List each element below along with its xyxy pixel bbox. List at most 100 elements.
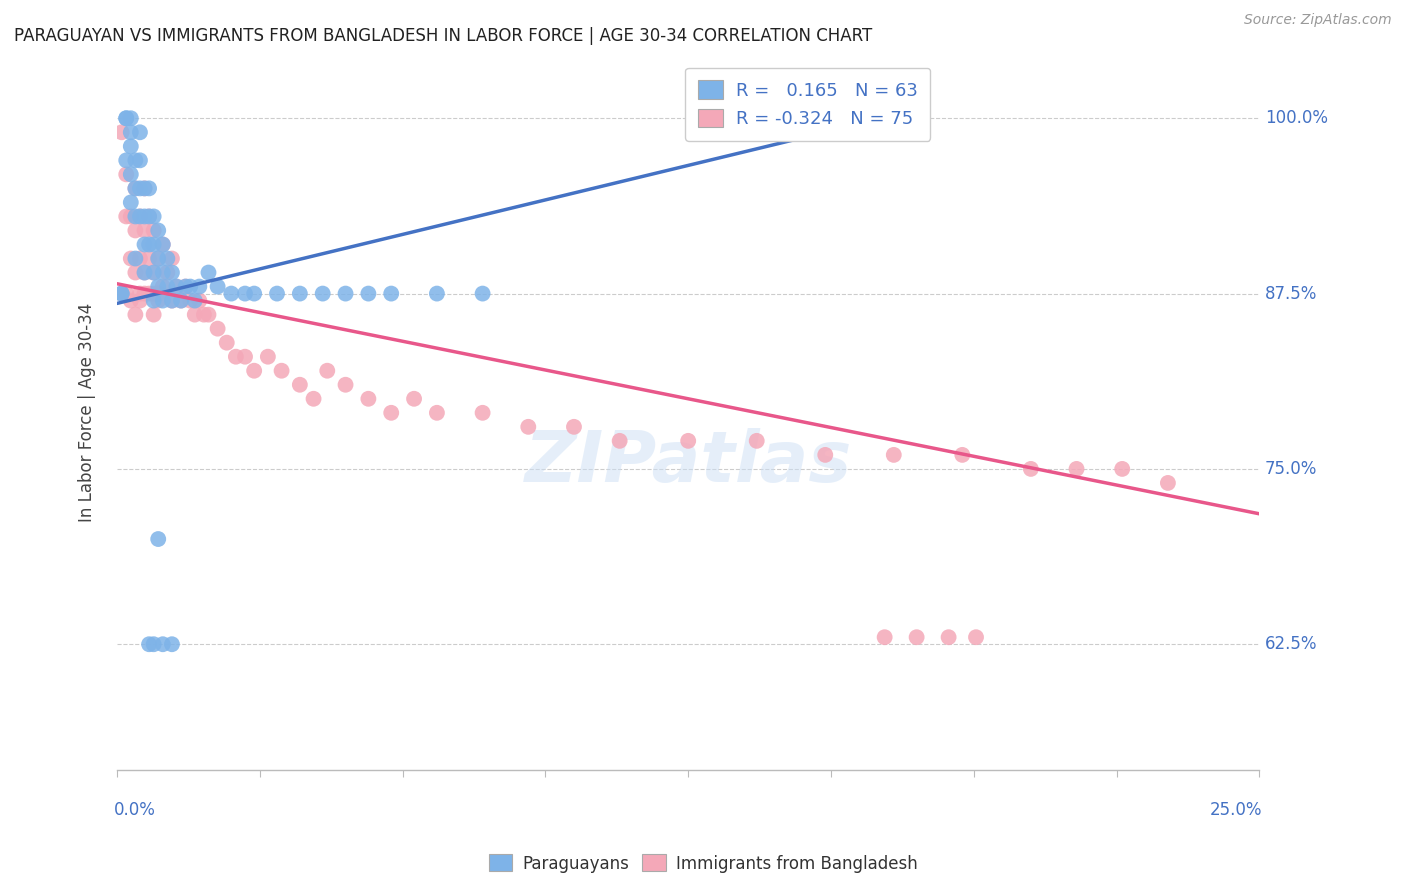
Point (426, 286, 449, 301)
Point (184, 308, 207, 322)
Point (156, 252, 179, 266)
Point (124, 266, 146, 280)
Text: PARAGUAYAN VS IMMIGRANTS FROM BANGLADESH IN LABOR FORCE | AGE 30-34 CORRELATION : PARAGUAYAN VS IMMIGRANTS FROM BANGLADESH… (14, 27, 872, 45)
Point (676, 434, 699, 448)
Text: 87.5%: 87.5% (1265, 285, 1317, 302)
Point (142, 266, 165, 280)
Y-axis label: In Labor Force | Age 30-34: In Labor Force | Age 30-34 (79, 303, 96, 523)
Point (380, 406, 402, 420)
Point (562, 420, 585, 434)
Point (174, 279, 197, 293)
Point (152, 279, 174, 293)
Point (115, 286, 138, 301)
Point (745, 434, 768, 448)
Point (288, 377, 311, 392)
Point (120, 252, 142, 266)
Point (257, 350, 280, 364)
Point (197, 266, 219, 280)
Point (426, 406, 449, 420)
Point (207, 321, 229, 335)
Point (120, 167, 142, 181)
Point (335, 286, 357, 301)
Point (124, 153, 146, 168)
Point (111, 286, 134, 301)
Point (115, 112, 138, 126)
Point (814, 448, 837, 462)
Point (120, 195, 142, 210)
Point (115, 210, 138, 224)
Point (905, 630, 928, 644)
Point (115, 112, 138, 126)
Point (152, 266, 174, 280)
Point (129, 252, 152, 266)
Point (111, 286, 134, 301)
Point (142, 637, 165, 651)
Point (124, 308, 146, 322)
Point (138, 210, 160, 224)
Point (148, 293, 170, 308)
Point (609, 434, 631, 448)
Point (160, 637, 183, 651)
Point (134, 266, 156, 280)
Point (184, 293, 207, 308)
Text: 0.0%: 0.0% (114, 801, 156, 819)
Point (148, 223, 170, 237)
Point (111, 125, 134, 139)
Point (124, 252, 146, 266)
Point (170, 293, 193, 308)
Point (134, 286, 156, 301)
Point (270, 364, 292, 378)
Point (152, 237, 174, 252)
Point (188, 293, 211, 308)
Point (1111, 462, 1133, 476)
Point (138, 210, 160, 224)
Point (152, 637, 174, 651)
Point (120, 112, 142, 126)
Point (335, 377, 357, 392)
Point (148, 252, 170, 266)
Point (134, 266, 156, 280)
Point (221, 286, 243, 301)
Point (965, 630, 987, 644)
Point (302, 392, 325, 406)
Point (243, 286, 266, 301)
Text: Source: ZipAtlas.com: Source: ZipAtlas.com (1244, 13, 1392, 28)
Point (142, 237, 165, 252)
Point (142, 293, 165, 308)
Point (138, 181, 160, 195)
Point (120, 293, 142, 308)
Point (148, 532, 170, 546)
Point (1066, 462, 1088, 476)
Point (207, 279, 229, 293)
Point (156, 266, 179, 280)
Point (179, 293, 201, 308)
Point (142, 308, 165, 322)
Point (316, 364, 339, 378)
Point (160, 266, 183, 280)
Point (124, 223, 146, 237)
Point (129, 153, 152, 168)
Point (138, 252, 160, 266)
Point (166, 279, 188, 293)
Point (129, 210, 152, 224)
Point (120, 210, 142, 224)
Point (312, 286, 335, 301)
Point (152, 237, 174, 252)
Point (288, 286, 311, 301)
Point (160, 293, 183, 308)
Point (115, 167, 138, 181)
Point (950, 448, 973, 462)
Point (148, 252, 170, 266)
Point (134, 181, 156, 195)
Text: 100.0%: 100.0% (1265, 109, 1329, 128)
Point (115, 153, 138, 168)
Point (170, 293, 193, 308)
Point (873, 630, 896, 644)
Point (142, 210, 165, 224)
Point (179, 279, 201, 293)
Point (160, 252, 183, 266)
Point (188, 279, 211, 293)
Point (148, 279, 170, 293)
Text: 75.0%: 75.0% (1265, 460, 1317, 478)
Point (129, 293, 152, 308)
